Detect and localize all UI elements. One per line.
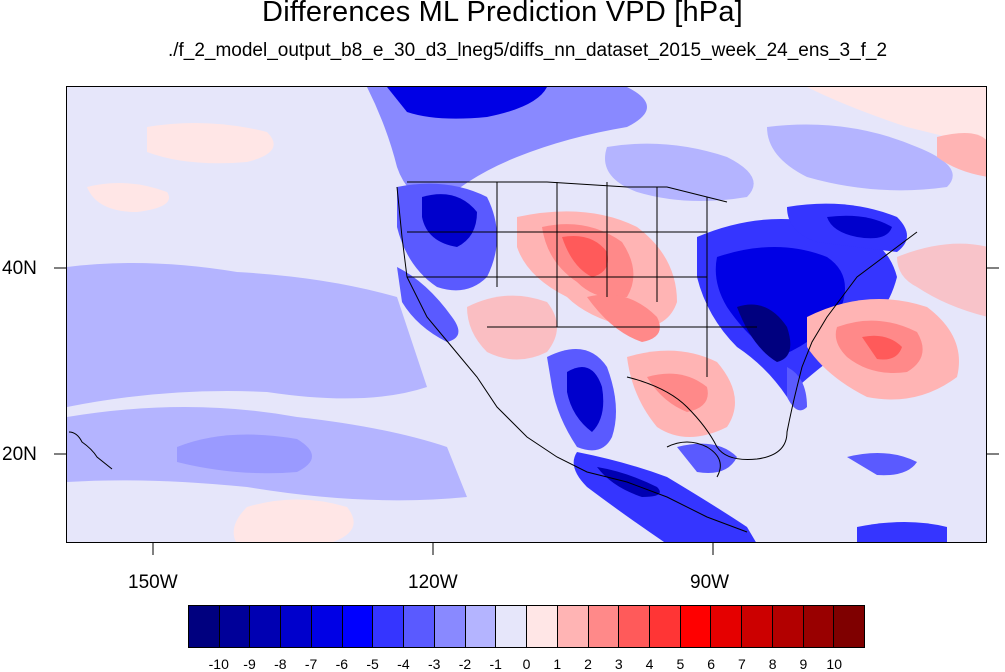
colorbar-tick-label: -3: [427, 656, 441, 672]
colorbar-swatch: [465, 606, 497, 647]
colorbar-tick-label: -6: [335, 656, 349, 672]
map-panel: [66, 86, 987, 543]
vpd-difference-field: [67, 87, 986, 542]
colorbar-tick-label: 4: [645, 656, 654, 672]
colorbar-swatch: [342, 606, 374, 647]
colorbar-tick-label: -5: [366, 656, 379, 672]
colorbar-swatch: [742, 606, 773, 647]
colorbar-swatch: [496, 606, 528, 647]
colorbar-tick-label: 10: [826, 656, 842, 672]
colorbar-tick-label: 5: [676, 656, 685, 672]
map-subtitle: ./f_2_model_output_b8_e_30_d3_lneg5/diff…: [167, 40, 888, 61]
lon-label-120w: 120W: [408, 572, 458, 593]
colorbar: [188, 605, 865, 648]
colorbar-tick-label: -2: [458, 656, 472, 672]
colorbar-swatch: [527, 606, 558, 647]
colorbar-swatch: [434, 606, 466, 647]
colorbar-swatch: [219, 606, 251, 647]
colorbar-swatch: [189, 606, 220, 647]
colorbar-swatch: [404, 606, 435, 647]
colorbar-tick-label: -7: [304, 656, 318, 672]
colorbar-tick-label: 6: [707, 656, 716, 672]
colorbar-tick-label: 1: [553, 656, 562, 672]
colorbar-tick-label: -1: [489, 656, 502, 672]
colorbar-swatch: [588, 606, 620, 647]
colorbar-tick-label: 3: [614, 656, 623, 672]
colorbar-swatch: [803, 606, 835, 647]
colorbar-swatch: [311, 606, 343, 647]
colorbar-swatch: [650, 606, 681, 647]
map-title: Differences ML Prediction VPD [hPa]: [262, 0, 743, 28]
colorbar-swatch: [772, 606, 804, 647]
colorbar-swatch: [557, 606, 589, 647]
colorbar-tick-label: 0: [522, 656, 531, 672]
colorbar-tick-label: -8: [274, 656, 287, 672]
colorbar-swatch: [619, 606, 651, 647]
colorbar-tick-label: -4: [397, 656, 410, 672]
colorbar-tick-label: 9: [799, 656, 808, 672]
colorbar-swatch: [373, 606, 405, 647]
colorbar-swatch: [834, 606, 865, 647]
colorbar-swatch: [680, 606, 712, 647]
lat-label-20n: 20N: [2, 444, 37, 465]
lat-label-40n: 40N: [2, 258, 37, 279]
colorbar-tick-label: 2: [584, 656, 592, 672]
colorbar-tick-label: 7: [738, 656, 746, 672]
colorbar-tick-label: -10: [208, 656, 229, 672]
colorbar-swatch: [711, 606, 743, 647]
lon-label-90w: 90W: [690, 572, 730, 593]
lon-label-150w: 150W: [128, 572, 178, 593]
colorbar-swatch: [281, 606, 312, 647]
colorbar-tick-label: 8: [768, 656, 777, 672]
coastline-outlines: [68, 181, 918, 533]
colorbar-tick-label: -9: [243, 656, 256, 672]
colorbar-swatch: [250, 606, 282, 647]
